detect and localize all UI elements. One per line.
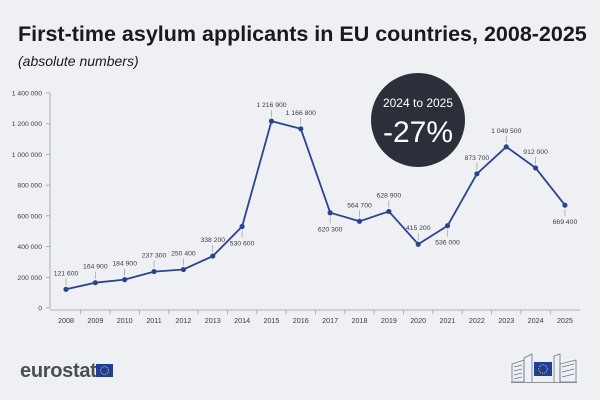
data-label: 564 700	[347, 202, 372, 209]
data-point	[239, 223, 245, 230]
data-label: 530 600	[230, 241, 255, 248]
data-point	[327, 210, 333, 216]
data-point	[386, 208, 392, 215]
x-tick-label: 2023	[498, 316, 514, 325]
data-label: 164 900	[83, 264, 108, 271]
y-tick-label: 400 000	[17, 244, 42, 251]
x-tick-label: 2021	[440, 316, 456, 325]
data-point	[92, 280, 98, 286]
y-tick-label: 0	[38, 306, 42, 313]
y-tick-label: 1 400 000	[12, 91, 42, 98]
data-point	[268, 118, 275, 124]
y-axis: 0 200 000 400 000 600 000 800 000 1 000 000 1 …	[12, 91, 51, 313]
y-tick-label: 200 000	[17, 275, 42, 282]
x-tick-label: 2025	[557, 316, 573, 325]
eu-flag-icon	[96, 364, 113, 377]
chart-subtitle: (absolute numbers)	[18, 53, 139, 69]
label-leader-lines	[65, 110, 566, 286]
x-tick-label: 2019	[381, 316, 397, 325]
data-label: 1 166 800	[286, 110, 316, 117]
x-tick-label: 2017	[322, 316, 338, 325]
data-points	[63, 118, 568, 292]
data-point	[562, 202, 568, 208]
data-point	[533, 165, 539, 171]
x-tick-label: 2013	[205, 316, 221, 325]
x-tick-label: 2022	[469, 316, 485, 325]
data-labels: 121 600 164 900 184 900 237 300 250 400 338 2…	[54, 102, 578, 277]
y-tick-label: 1 200 000	[12, 121, 42, 128]
data-point	[122, 277, 128, 283]
x-tick-label: 2024	[528, 316, 544, 325]
series-line	[65, 120, 566, 291]
european-commission-logo	[511, 353, 577, 383]
y-tick-label: 800 000	[17, 183, 42, 190]
data-point	[63, 286, 69, 292]
data-label: 121 600	[54, 270, 79, 277]
data-label: 1 216 900	[256, 102, 286, 109]
callout-circle	[371, 73, 465, 167]
data-point	[444, 223, 451, 229]
data-point	[151, 268, 157, 275]
x-tick-label: 2016	[293, 316, 309, 325]
data-point	[503, 144, 509, 150]
data-label: 873 700	[465, 155, 490, 162]
y-tick-label: 1 000 000	[12, 152, 42, 159]
x-axis: 2008 2009 2010 2011 2012 2013 2014 2015 2016 2017…	[50, 309, 580, 325]
change-callout: 2024 to 2025 -27%	[371, 73, 465, 167]
x-tick-label: 2009	[87, 316, 103, 325]
chart-title: First-time asylum applicants in EU count…	[18, 22, 587, 46]
data-label: 415 200	[406, 225, 431, 232]
x-tick-label: 2008	[58, 316, 74, 325]
data-point	[474, 171, 480, 177]
x-tick-label: 2014	[234, 316, 250, 325]
data-label: 628 900	[377, 192, 402, 199]
x-tick-label: 2011	[146, 316, 161, 325]
x-tick-label: 2015	[263, 316, 279, 325]
callout-change: -27%	[383, 116, 453, 149]
data-label: 669 400	[553, 219, 578, 226]
data-label: 620 300	[318, 227, 343, 234]
data-label: 184 900	[112, 261, 137, 268]
data-label: 1 049 500	[491, 128, 521, 135]
data-label: 912 000	[523, 149, 548, 156]
data-label: 338 200	[200, 237, 225, 244]
data-point	[210, 253, 216, 259]
data-point	[415, 241, 421, 247]
data-point	[180, 266, 186, 273]
x-tick-label: 2018	[352, 316, 368, 325]
data-point	[298, 126, 304, 132]
data-label: 250 400	[171, 251, 196, 258]
data-point	[356, 218, 363, 224]
x-tick-label: 2010	[117, 316, 133, 325]
data-label: 536 000	[435, 240, 460, 247]
x-tick-label: 2012	[175, 316, 191, 325]
data-label: 237 300	[142, 253, 167, 260]
x-tick-label: 2020	[410, 316, 426, 325]
eurostat-logo: eurostat	[20, 360, 97, 382]
y-tick-label: 600 000	[17, 213, 42, 220]
callout-period: 2024 to 2025	[383, 96, 453, 110]
